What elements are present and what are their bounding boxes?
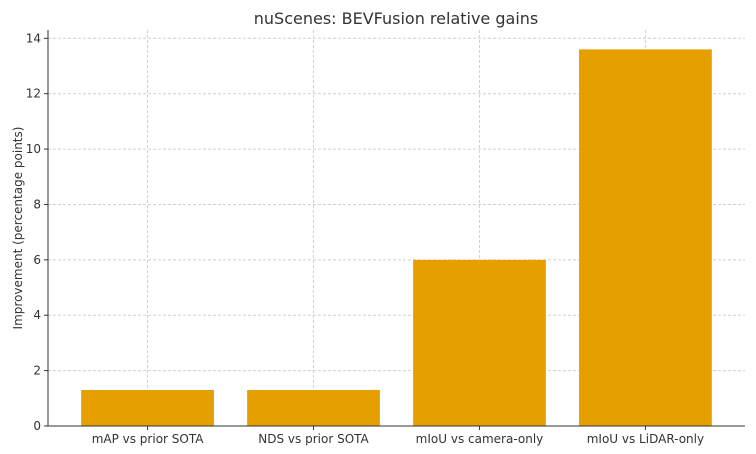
y-tick-label: 0 xyxy=(33,419,41,433)
y-tick-label: 2 xyxy=(33,364,41,378)
y-tick-label: 14 xyxy=(26,31,41,45)
bar xyxy=(413,259,546,426)
bar xyxy=(579,49,712,427)
y-tick-label: 8 xyxy=(33,197,41,211)
bar xyxy=(81,390,214,426)
x-tick-label: NDS vs prior SOTA xyxy=(258,432,369,446)
chart-title: nuScenes: BEVFusion relative gains xyxy=(254,9,539,28)
axes xyxy=(44,30,745,430)
bars xyxy=(81,49,712,427)
y-tick-label: 4 xyxy=(33,308,41,322)
x-tick-label: mIoU vs camera-only xyxy=(416,432,544,446)
y-tick-label: 6 xyxy=(33,253,41,267)
x-tick-label: mAP vs prior SOTA xyxy=(92,432,205,446)
tick-labels: 0 2 4 6 8 10 12 14 mAP vs prior SOTA NDS vs prior… xyxy=(26,31,704,446)
y-tick-label: 12 xyxy=(26,87,41,101)
bar xyxy=(247,390,380,426)
y-tick-label: 10 xyxy=(26,142,41,156)
x-tick-label: mIoU vs LiDAR-only xyxy=(587,432,704,446)
y-axis-label: Improvement (percentage points) xyxy=(11,127,25,330)
